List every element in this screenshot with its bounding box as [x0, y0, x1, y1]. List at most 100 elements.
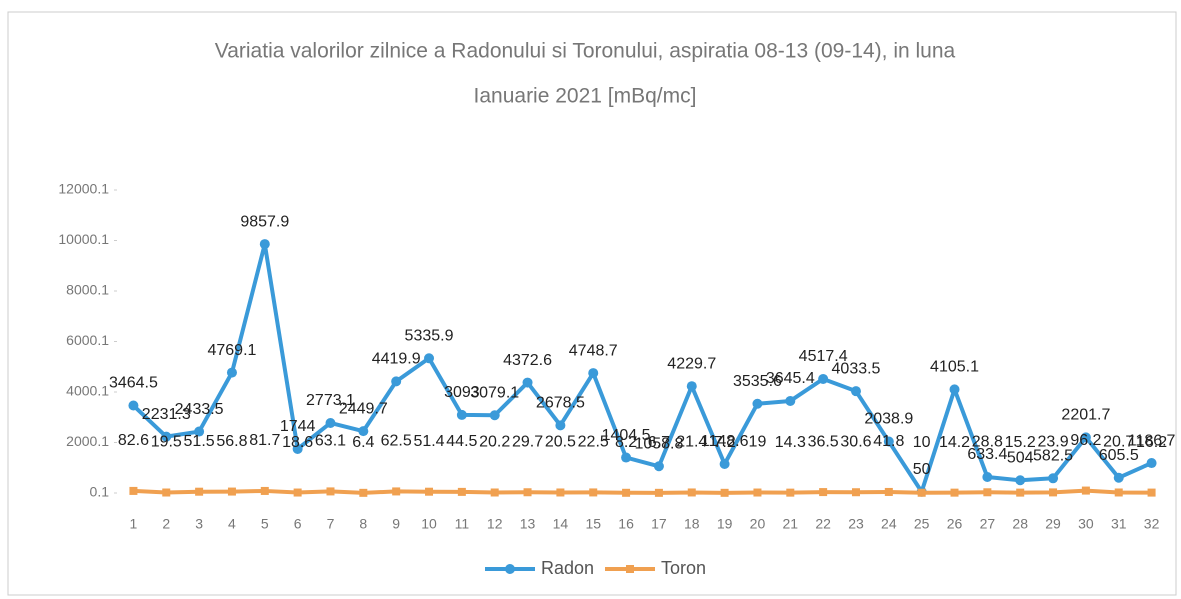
data-label: 2773.1 [306, 392, 355, 409]
chart-frame [7, 11, 1177, 596]
point [359, 488, 368, 497]
data-label: 3093 [444, 384, 480, 401]
x-tick-label: 17 [651, 516, 667, 532]
data-label: 1744 [280, 418, 316, 435]
x-tick-label: 25 [914, 516, 930, 532]
point [325, 417, 336, 428]
data-label: 6.7 [648, 434, 670, 451]
point [260, 486, 269, 495]
data-label: 20.5 [545, 434, 576, 451]
data-label: 10 [913, 434, 931, 451]
x-tick-label: 5 [261, 516, 269, 532]
data-label: 1186.7 [1128, 432, 1176, 449]
data-label: 14.2 [939, 434, 970, 451]
point [753, 488, 762, 497]
data-label: 51.5 [184, 433, 215, 450]
data-label: 62.5 [381, 433, 412, 450]
x-tick-label: 12 [487, 516, 503, 532]
point [1048, 473, 1059, 484]
point [588, 368, 599, 379]
chart-title: Ianuarie 2021 [mBq/mc] [474, 85, 697, 108]
point [489, 410, 500, 421]
point [391, 376, 402, 387]
data-label: 3535.6 [733, 373, 782, 390]
point [786, 488, 795, 497]
data-label: 82.6 [118, 432, 149, 449]
data-label: 4033.5 [832, 360, 881, 377]
data-label: 4769.1 [207, 342, 256, 359]
point [326, 487, 335, 496]
point [523, 488, 532, 497]
data-label: 44.5 [446, 433, 477, 450]
data-label: 20.7 [1103, 434, 1134, 451]
x-tick-label: 13 [520, 516, 536, 532]
point [457, 487, 466, 496]
data-label: 1148.6 [701, 433, 749, 450]
x-tick-label: 30 [1078, 516, 1094, 532]
data-label: 23.9 [1037, 434, 1068, 451]
data-label: 20.2 [479, 434, 510, 451]
point [1081, 486, 1090, 495]
data-label: 3079.1 [470, 384, 519, 401]
data-label: 63.1 [315, 433, 346, 450]
point [292, 443, 303, 454]
legend-label: Radon [541, 558, 594, 578]
data-label: 2678.5 [536, 395, 585, 412]
point [720, 488, 729, 497]
data-label: 2038.9 [864, 411, 913, 428]
y-tick-label: 12000.1 [58, 181, 109, 197]
point [227, 487, 236, 496]
y-tick-label: 0.1 [90, 484, 110, 500]
point [424, 353, 435, 364]
data-label: 4372.6 [503, 352, 552, 369]
point [654, 488, 663, 497]
x-tick-label: 16 [618, 516, 634, 532]
legend-label: Toron [661, 558, 706, 578]
data-label: 4419.9 [372, 351, 421, 368]
point [490, 488, 499, 497]
data-label: 582.5 [1033, 448, 1073, 465]
point [425, 487, 434, 496]
x-tick-label: 18 [684, 516, 700, 532]
point [686, 381, 697, 392]
data-label: 50 [913, 461, 931, 478]
x-tick-label: 4 [228, 516, 236, 532]
data-label: 4517.4 [799, 348, 848, 365]
y-tick-label: 10000.1 [58, 231, 109, 247]
data-label: 1058.8 [634, 435, 683, 452]
data-label: 4229.7 [667, 355, 716, 372]
x-tick-label: 21 [783, 516, 799, 532]
data-label: 29.7 [512, 433, 543, 450]
data-label: 8.2 [615, 434, 637, 451]
x-tick-label: 2 [162, 516, 170, 532]
series-line [133, 488, 1152, 495]
data-label: 19.5 [151, 434, 182, 451]
data-label: 3464.5 [109, 375, 158, 392]
data-label: 2433.5 [175, 401, 224, 418]
point [1049, 488, 1058, 497]
x-tick-label: 7 [327, 516, 335, 532]
point [522, 377, 533, 388]
point [818, 373, 829, 384]
x-tick-label: 26 [947, 516, 963, 532]
point [293, 488, 302, 497]
series-line [132, 242, 1153, 494]
point [687, 488, 696, 497]
data-label: 9857.9 [240, 213, 289, 230]
legend-marker [626, 565, 634, 573]
point [883, 436, 894, 447]
data-label: 2449.7 [339, 400, 388, 417]
data-label: 56.8 [216, 433, 247, 450]
point [622, 488, 631, 497]
point [1113, 472, 1124, 483]
point [949, 384, 960, 395]
x-tick-label: 15 [585, 516, 601, 532]
point [358, 426, 369, 437]
data-label: 2201.7 [1061, 407, 1110, 424]
x-tick-label: 22 [815, 516, 831, 532]
point [1016, 488, 1025, 497]
point [194, 426, 205, 437]
data-label: 19 [749, 434, 767, 451]
point [1146, 458, 1157, 469]
